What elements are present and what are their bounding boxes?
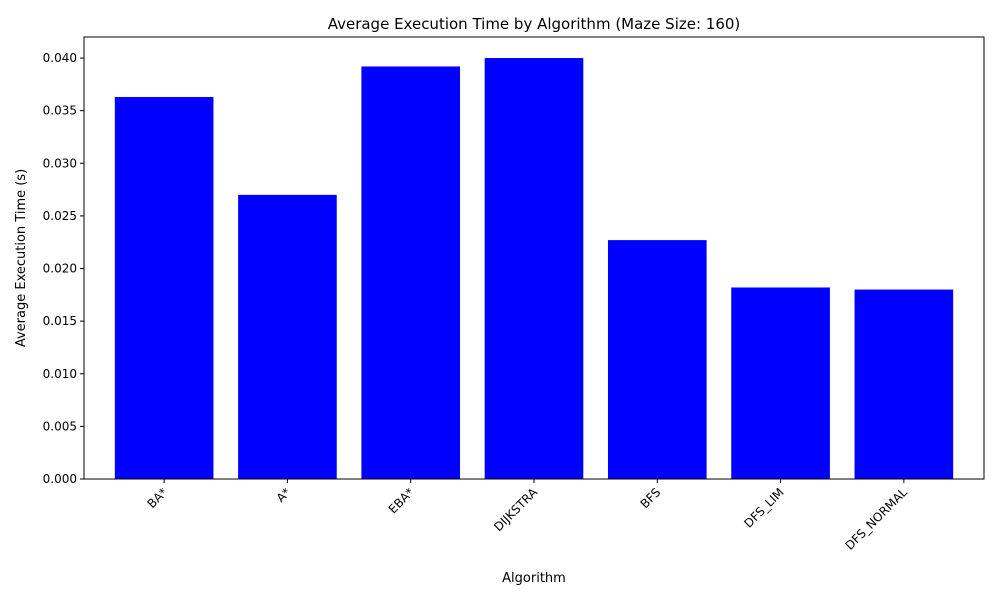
bar-dfs-lim <box>731 287 830 479</box>
y-tick-label: 0.025 <box>43 209 77 223</box>
bar-bfs <box>607 240 707 479</box>
y-tick-label: 0.030 <box>43 156 77 170</box>
x-tick-label: EBA* <box>386 485 417 516</box>
y-tick-label: 0.035 <box>43 104 77 118</box>
plot-frame <box>83 36 985 480</box>
x-tick-label: BA* <box>144 485 170 511</box>
bar-eba <box>361 66 461 479</box>
bar-dijkstra <box>484 58 584 480</box>
bars-layer <box>114 58 954 480</box>
x-tick-label: BFS <box>638 485 664 511</box>
y-axis-label: Average Execution Time (s) <box>14 169 29 347</box>
y-tick-label: 0.020 <box>43 262 77 276</box>
x-axis: BA* A* EBA* DIJKSTRA BFS DFS_LIM DFS_NORMAL <box>144 479 910 553</box>
bar-a <box>238 194 337 479</box>
y-tick-label: 0.040 <box>43 51 77 65</box>
x-tick-label: DFS_NORMAL <box>842 485 910 553</box>
y-tick-label: 0.005 <box>43 419 77 433</box>
chart-title: Average Execution Time by Algorithm (Maz… <box>328 15 741 33</box>
y-tick-label: 0.010 <box>43 367 77 381</box>
y-tick-label: 0.000 <box>43 472 77 486</box>
x-tick-label: DFS_LIM <box>741 485 786 530</box>
x-tick-label: A* <box>274 485 294 505</box>
y-tick-label: 0.015 <box>43 314 77 328</box>
x-axis-label: Algorithm <box>502 571 566 586</box>
y-axis: 0.000 0.005 0.010 0.015 0.020 0.025 0.030 0.035… <box>43 51 84 486</box>
bar-dfs-normal <box>854 289 954 479</box>
bar-ba <box>114 96 214 479</box>
x-tick-label: DIJKSTRA <box>491 485 540 534</box>
